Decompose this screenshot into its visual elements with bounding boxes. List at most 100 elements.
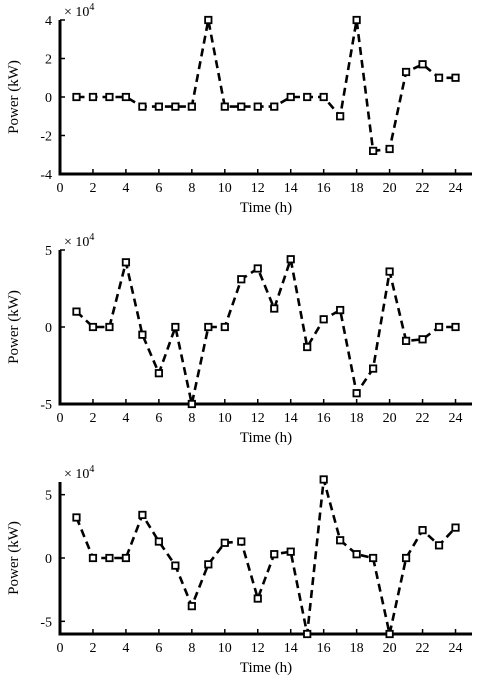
data-point bbox=[171, 322, 180, 332]
data-point bbox=[303, 92, 312, 102]
y-scale-multiplier: × 104 bbox=[64, 2, 94, 20]
x-tick-label: 12 bbox=[251, 181, 265, 196]
data-point bbox=[88, 92, 98, 102]
y-tick-label: -5 bbox=[40, 615, 52, 630]
data-point bbox=[303, 342, 312, 352]
y-scale-multiplier: × 104 bbox=[64, 464, 94, 482]
data-point bbox=[451, 523, 460, 532]
x-tick-label: 12 bbox=[251, 641, 265, 656]
x-tick-label: 18 bbox=[350, 181, 364, 196]
data-point bbox=[336, 112, 345, 121]
data-point bbox=[220, 322, 229, 332]
data-point bbox=[434, 322, 444, 332]
data-point bbox=[286, 547, 295, 556]
data-point bbox=[319, 475, 328, 484]
data-point bbox=[138, 510, 147, 520]
data-point bbox=[237, 275, 246, 284]
data-point bbox=[352, 15, 361, 25]
x-tick-label: 14 bbox=[284, 641, 298, 656]
x-tick-label: 20 bbox=[383, 411, 397, 426]
data-point bbox=[352, 550, 361, 559]
data-point bbox=[154, 102, 163, 111]
data-point bbox=[352, 389, 361, 398]
data-point bbox=[88, 553, 98, 563]
y-tick-label: 0 bbox=[45, 321, 52, 336]
x-tick-label: 14 bbox=[284, 411, 298, 426]
x-tick-label: 24 bbox=[449, 641, 463, 656]
y-axis-label: Power (kW) bbox=[6, 290, 22, 364]
data-point bbox=[401, 67, 411, 77]
data-point bbox=[434, 541, 444, 550]
x-tick-label: 24 bbox=[449, 411, 463, 426]
data-point bbox=[418, 60, 427, 69]
data-point bbox=[270, 304, 279, 313]
data-point bbox=[270, 550, 279, 559]
y-tick-label: 5 bbox=[45, 244, 52, 259]
data-point bbox=[434, 73, 444, 82]
data-point bbox=[451, 73, 460, 82]
y-tick-label: 4 bbox=[45, 14, 52, 29]
data-point bbox=[286, 92, 295, 102]
data-point bbox=[138, 102, 147, 111]
y-tick-label: 0 bbox=[45, 552, 52, 567]
data-point bbox=[187, 602, 196, 611]
data-point bbox=[237, 537, 246, 546]
y-tick-label: 0 bbox=[45, 91, 52, 106]
x-tick-label: 10 bbox=[218, 411, 232, 426]
x-tick-label: 8 bbox=[188, 411, 195, 426]
x-tick-label: 18 bbox=[350, 411, 364, 426]
x-tick-label: 0 bbox=[57, 181, 64, 196]
x-tick-label: 2 bbox=[89, 641, 96, 656]
x-tick-label: 4 bbox=[122, 181, 129, 196]
data-point bbox=[303, 629, 312, 639]
data-point bbox=[385, 629, 394, 639]
y-tick-label: -4 bbox=[40, 168, 52, 183]
x-tick-label: 14 bbox=[284, 181, 298, 196]
data-point bbox=[319, 92, 328, 102]
data-point bbox=[237, 102, 246, 111]
y-tick-label: -2 bbox=[40, 130, 52, 145]
x-tick-label: 4 bbox=[122, 411, 129, 426]
data-point bbox=[72, 92, 81, 102]
y-axis-label: Power (kW) bbox=[6, 60, 22, 134]
x-tick-label: 22 bbox=[416, 181, 430, 196]
data-point bbox=[88, 322, 98, 332]
data-point bbox=[418, 335, 427, 344]
data-point bbox=[336, 305, 345, 315]
data-point bbox=[220, 538, 229, 547]
data-point bbox=[286, 255, 295, 264]
x-tick-label: 10 bbox=[218, 641, 232, 656]
y-tick-label: -5 bbox=[40, 398, 52, 413]
data-point bbox=[401, 336, 411, 345]
x-tick-label: 0 bbox=[57, 641, 64, 656]
data-point bbox=[171, 561, 180, 570]
data-point bbox=[72, 513, 81, 522]
x-tick-label: 2 bbox=[89, 181, 96, 196]
data-point bbox=[270, 102, 279, 111]
data-point bbox=[253, 594, 262, 603]
data-point bbox=[369, 553, 378, 563]
x-tick-label: 8 bbox=[188, 641, 195, 656]
data-point bbox=[121, 92, 131, 102]
x-tick-label: 4 bbox=[122, 641, 129, 656]
x-tick-label: 0 bbox=[57, 411, 64, 426]
data-point bbox=[154, 369, 163, 378]
x-axis-label: Time (h) bbox=[240, 660, 292, 676]
data-point bbox=[369, 364, 378, 373]
data-point bbox=[253, 264, 262, 273]
y-scale-multiplier: × 104 bbox=[64, 232, 94, 250]
data-point bbox=[121, 553, 131, 563]
data-point bbox=[385, 144, 394, 154]
data-point bbox=[138, 330, 147, 339]
data-point bbox=[253, 102, 262, 111]
data-point bbox=[105, 322, 114, 332]
series-line-1 bbox=[76, 19, 456, 153]
x-tick-label: 6 bbox=[155, 411, 162, 426]
x-tick-label: 20 bbox=[383, 181, 397, 196]
data-point bbox=[336, 536, 345, 545]
data-point bbox=[319, 315, 328, 324]
x-tick-label: 22 bbox=[416, 411, 430, 426]
